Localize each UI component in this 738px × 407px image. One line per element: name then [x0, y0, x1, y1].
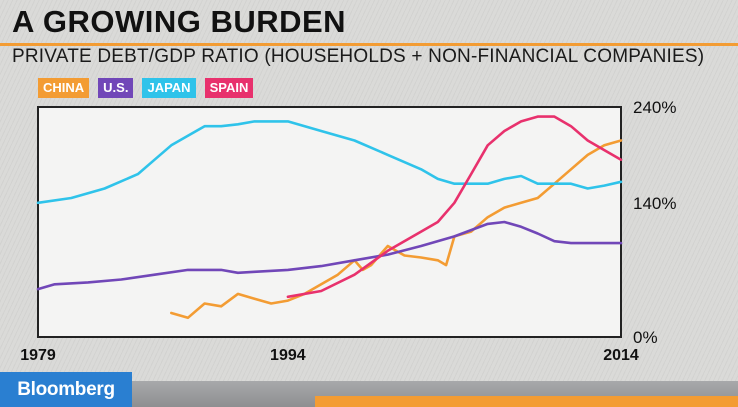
chart-subtitle: PRIVATE DEBT/GDP RATIO (HOUSEHOLDS + NON…	[12, 46, 705, 67]
legend: CHINA U.S. JAPAN SPAIN	[38, 78, 254, 98]
legend-item-japan: JAPAN	[142, 78, 196, 98]
series-line-spain	[286, 115, 623, 299]
y-tick-label: 140%	[633, 194, 676, 213]
y-tick-label: 240%	[633, 98, 676, 117]
title-divider	[0, 43, 738, 46]
legend-item-spain: SPAIN	[204, 78, 254, 98]
x-tick-label: 1994	[270, 347, 306, 364]
bloomberg-logo: Bloomberg	[0, 372, 132, 407]
legend-item-us: U.S.	[98, 78, 134, 98]
lower-third-accent	[315, 396, 738, 407]
series-line-china	[170, 139, 623, 320]
series-line-japan	[36, 120, 623, 205]
series-line-us	[36, 220, 623, 291]
plot-area	[37, 106, 622, 338]
x-tick-label: 2014	[603, 347, 639, 364]
legend-item-china: CHINA	[38, 78, 90, 98]
y-tick-label: 0%	[633, 328, 658, 347]
x-tick-label: 1979	[20, 347, 56, 364]
chart-title: A GROWING BURDEN	[12, 4, 347, 39]
